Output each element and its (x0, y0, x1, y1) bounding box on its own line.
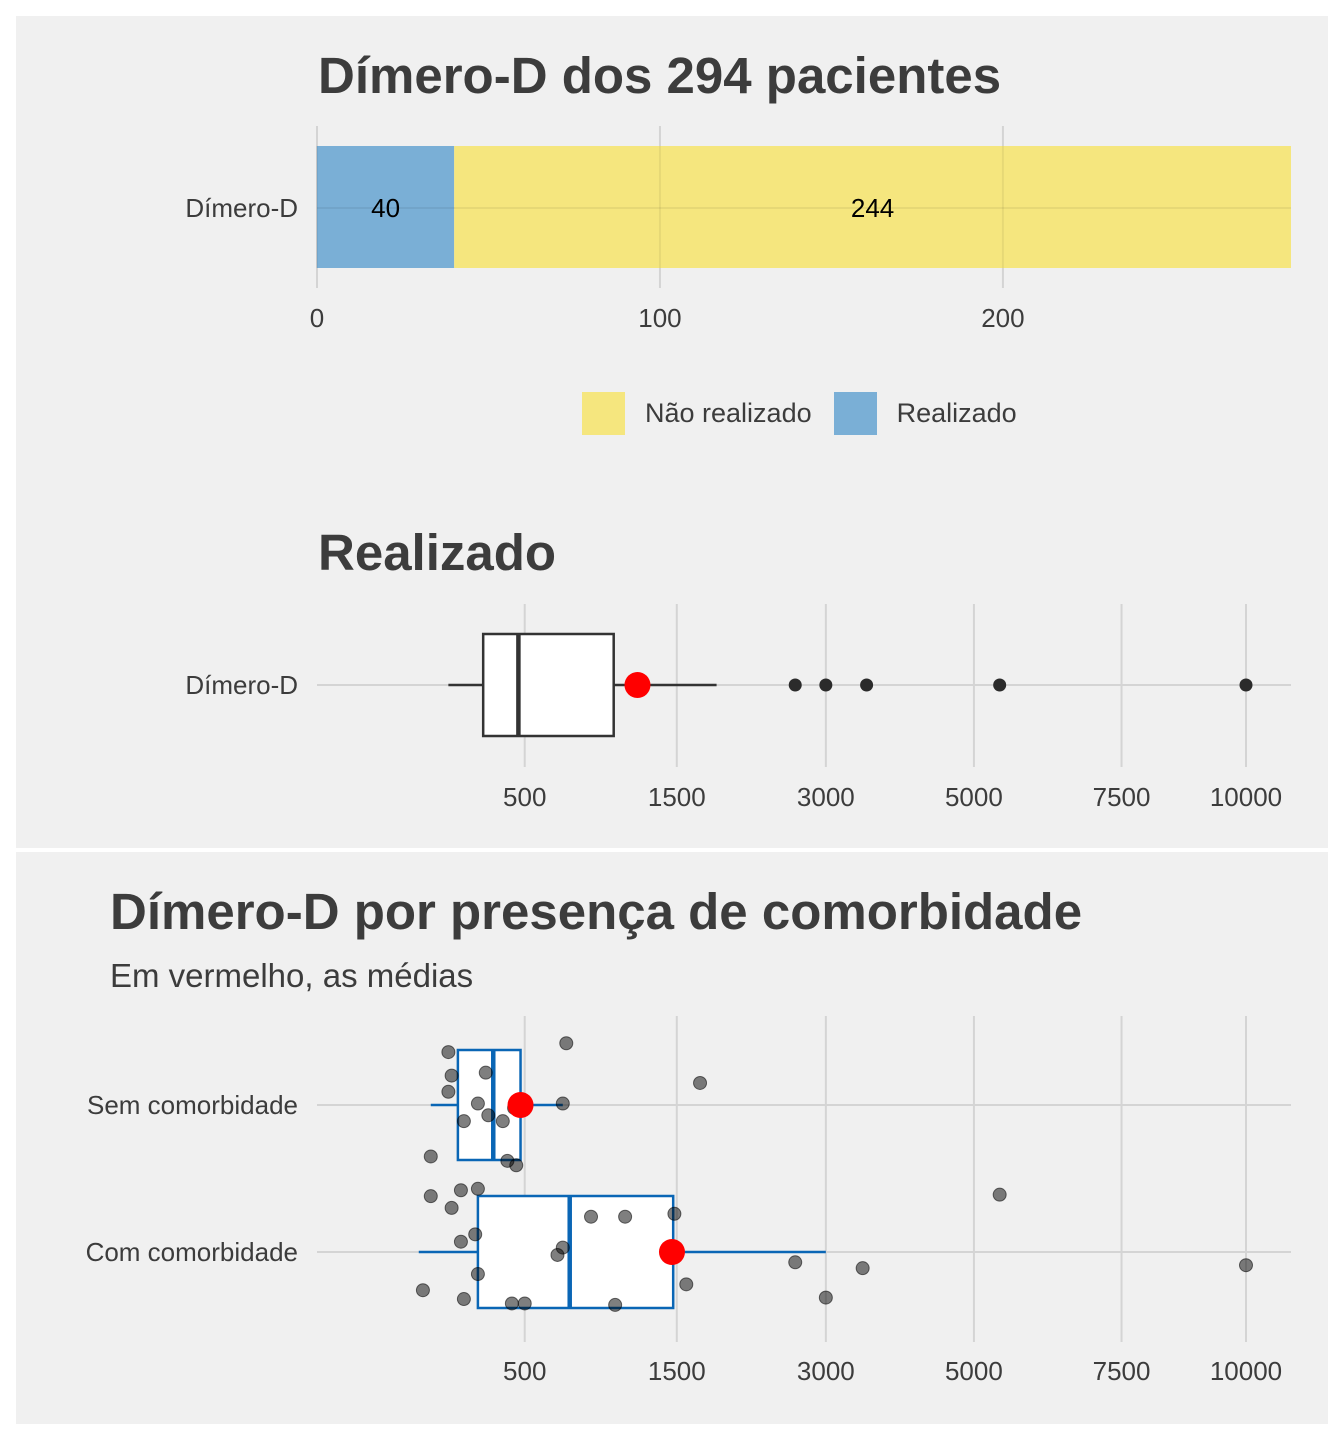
comorbidity-jitter-point (468, 1227, 483, 1242)
boxplot-x-tick-label: 5000 (945, 782, 1003, 812)
comorbidity-jitter-point (509, 1158, 524, 1173)
comorbidity-jitter-point (453, 1183, 468, 1198)
comorbidity-jitter-point (456, 1292, 471, 1307)
comorbidity-jitter-point (618, 1209, 633, 1224)
boxplot-y-tick-label: Dímero-D (185, 670, 298, 700)
comorbidity-x-tick-label: 5000 (945, 1356, 1003, 1386)
comorbidity-jitter-point (517, 1296, 532, 1311)
comorbidity-jitter-point (992, 1187, 1007, 1202)
comorbidity-jitter-point (608, 1297, 623, 1312)
bar-chart-x-tick-label: 100 (638, 303, 681, 333)
legend-item-nao-realizado: Não realizado (582, 392, 812, 435)
comorbidity-x-tick-label: 1500 (648, 1356, 706, 1386)
boxplot-x-tick-label: 500 (503, 782, 546, 812)
bar-chart-x-tick-label: 0 (310, 303, 324, 333)
bar-chart-y-tick-label: Dímero-D (185, 193, 298, 223)
comorbidity-jitter-point (444, 1068, 459, 1083)
legend-label-nao-realizado: Não realizado (645, 398, 812, 428)
comorbidity-x-tick-label: 3000 (797, 1356, 855, 1386)
boxplot-x-tick-label: 1500 (648, 782, 706, 812)
comorbidity-jitter-point (555, 1096, 570, 1111)
boxplot-outlier-point (993, 678, 1007, 692)
comorbidity-jitter-point (478, 1065, 493, 1080)
comorbidity-jitter-point (415, 1283, 430, 1298)
comorbidity-subtitle: Em vermelho, as médias (110, 957, 474, 994)
comorbidity-jitter-point (559, 1036, 574, 1051)
comorbidity-jitter-point (453, 1234, 468, 1249)
comorbidity-jitter-point (444, 1200, 459, 1215)
comorbidity-title: Dímero-D por presença de comorbidade (110, 883, 1083, 940)
bar-data-label: 40 (371, 193, 400, 223)
comorbidity-y-tick-label: Com comorbidade (86, 1237, 298, 1267)
boxplot-title: Realizado (318, 524, 557, 581)
bar-chart-legend: Não realizado Realizado (582, 392, 1039, 435)
comorbidity-jitter-point (481, 1108, 496, 1123)
boxplot-outlier-point (788, 678, 802, 692)
bar-chart-x-tick-label: 200 (981, 303, 1024, 333)
comorbidity-jitter-point (679, 1277, 694, 1292)
comorbidity-jitter-point (423, 1189, 438, 1204)
comorbidity-jitter-point (584, 1209, 599, 1224)
comorbidity-jitter-point (855, 1261, 870, 1276)
comorbidity-jitter-point (495, 1114, 510, 1129)
boxplot-x-tick-label: 10000 (1210, 782, 1282, 812)
boxplot-outlier-point (819, 678, 833, 692)
boxplot-outlier-point (1239, 678, 1253, 692)
comorbidity-jitter-point (441, 1045, 456, 1060)
comorbidity-jitter-point (441, 1084, 456, 1099)
boxplot-x-tick-label: 3000 (797, 782, 855, 812)
legend-swatch-nao-realizado (582, 392, 625, 435)
comorbidity-jitter-point (423, 1149, 438, 1164)
comorbidity-jitter-point (456, 1114, 471, 1129)
comorbidity-x-tick-label: 7500 (1093, 1356, 1151, 1386)
comorbidity-jitter-point (470, 1181, 485, 1196)
comorbidity-x-tick-label: 10000 (1210, 1356, 1282, 1386)
legend-label-realizado: Realizado (896, 398, 1017, 428)
boxplot-x-tick-label: 7500 (1093, 782, 1151, 812)
comorbidity-jitter-point (667, 1206, 682, 1221)
legend-item-realizado: Realizado (833, 392, 1017, 435)
comorbidity-jitter-point (693, 1075, 708, 1090)
boxplot-outlier-point (860, 678, 874, 692)
comorbidity-jitter-point (818, 1290, 833, 1305)
legend-swatch-realizado (833, 392, 877, 435)
comorbidity-jitter-point (504, 1296, 519, 1311)
comorbidity-mean-point (658, 1239, 685, 1265)
comorbidity-jitter-point (1239, 1258, 1253, 1273)
bar-chart-title: Dímero-D dos 294 pacientes (318, 47, 1002, 104)
comorbidity-jitter-point (788, 1255, 803, 1270)
comorbidity-mean-point (507, 1092, 534, 1118)
comorbidity-panel (16, 852, 1328, 1424)
comorbidity-jitter-point (470, 1096, 485, 1111)
comorbidity-y-tick-label: Sem comorbidade (87, 1090, 298, 1120)
comorbidity-jitter-point (470, 1267, 485, 1282)
boxplot-box (481, 632, 615, 738)
comorbidity-com-box (476, 1194, 675, 1310)
bar-data-label: 244 (851, 193, 894, 223)
comorbidity-jitter-point (550, 1247, 565, 1262)
comorbidity-x-tick-label: 500 (503, 1356, 546, 1386)
bar-segment-nao-realizado (454, 146, 1291, 268)
bar-segment-realizado (317, 146, 455, 268)
boxplot-mean-point (624, 672, 651, 698)
